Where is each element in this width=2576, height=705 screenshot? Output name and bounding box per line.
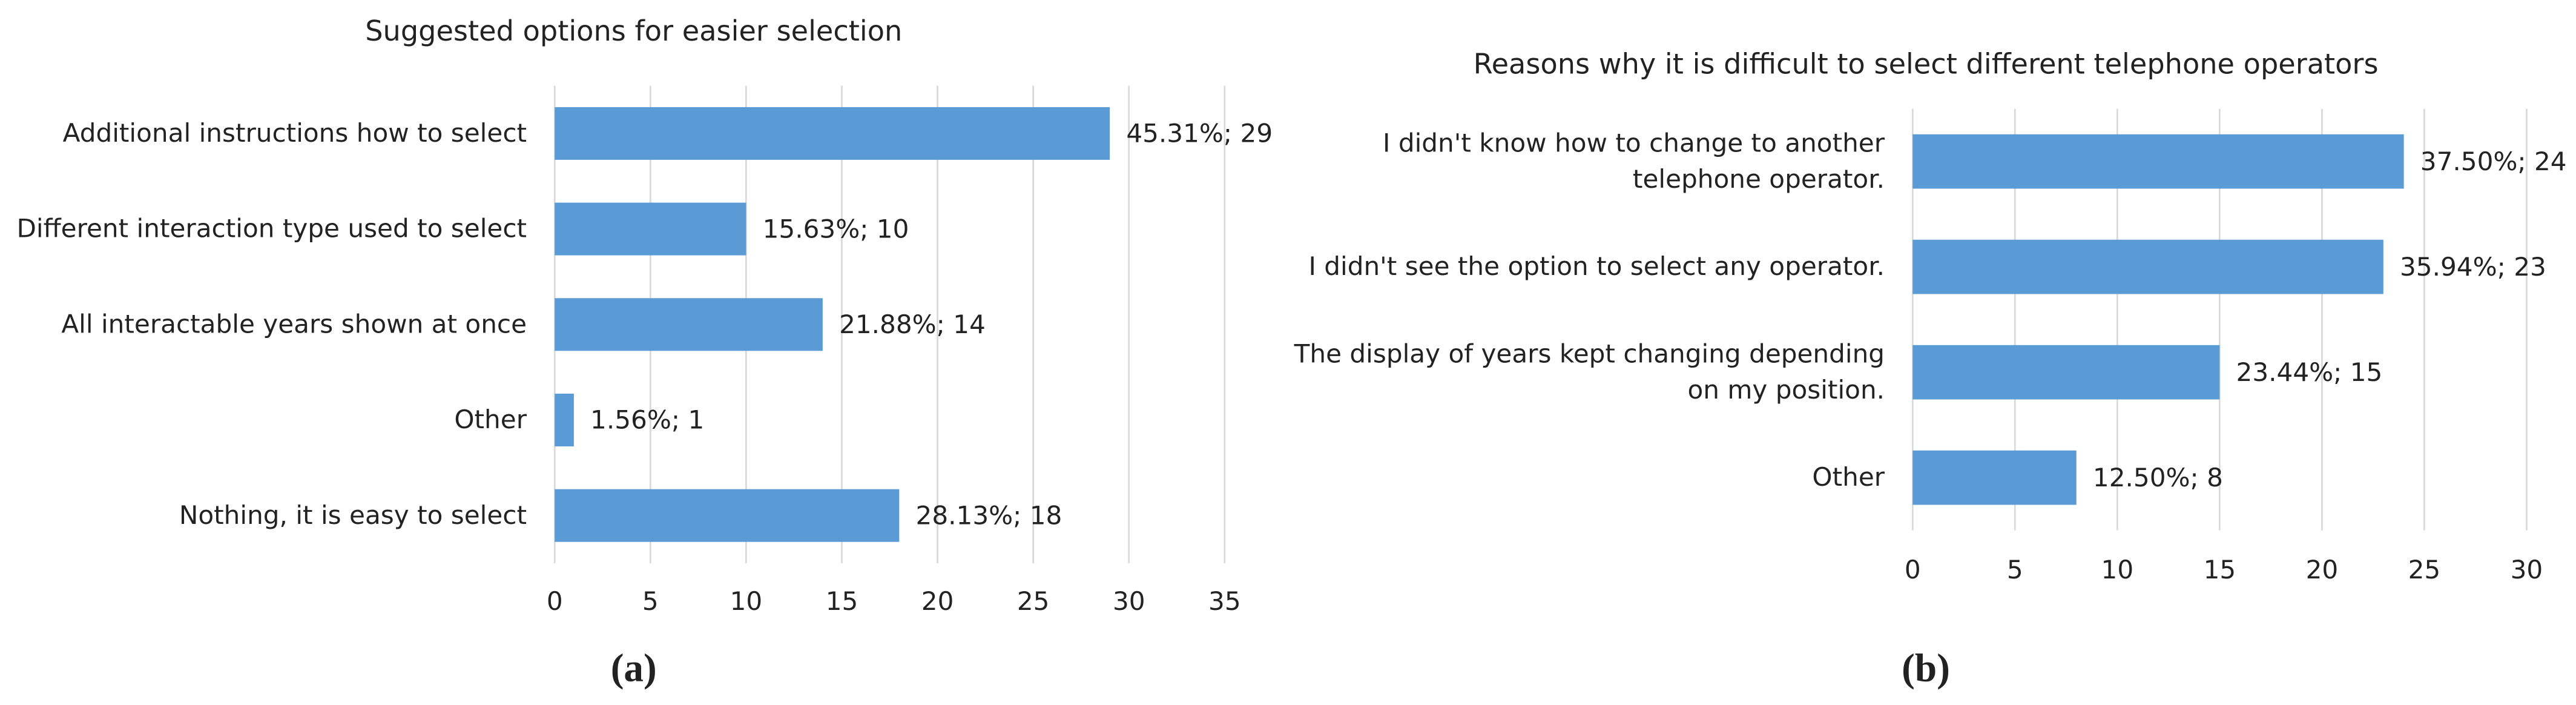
bar — [1912, 345, 2220, 400]
x-tick-label: 15 — [826, 586, 858, 616]
x-tick-label: 35 — [1208, 586, 1241, 616]
y-tick-label: Nothing, it is easy to select — [179, 500, 527, 531]
bar — [555, 202, 746, 256]
category-label-box: Additional instructions how to select — [62, 118, 527, 148]
value-label: 12.50%; 8 — [2093, 463, 2223, 492]
category-label-box: All interactable years shown at once — [61, 309, 527, 340]
value-label: 1.56%; 1 — [590, 405, 704, 435]
x-tick-label: 0 — [1905, 555, 1921, 584]
category-label-box: Different interaction type used to selec… — [16, 214, 527, 244]
value-label: 15.63%; 10 — [763, 214, 909, 243]
category-label-box: Other — [1812, 463, 1885, 493]
category-label-box: The display of years kept changing depen… — [1294, 339, 1885, 406]
bar — [555, 107, 1110, 160]
bar — [1912, 134, 2404, 189]
bar — [555, 298, 823, 351]
category-label-box: Other — [454, 405, 527, 435]
x-tick-label: 10 — [730, 586, 763, 616]
x-tick-label: 30 — [1113, 586, 1145, 616]
category-label-box: I didn't know how to change to another t… — [1383, 128, 1885, 194]
y-tick-label: I didn't know how to change to another t… — [1383, 128, 1885, 194]
x-tick-label: 15 — [2204, 555, 2236, 584]
value-label: 35.94%; 23 — [2400, 252, 2546, 282]
bar — [1912, 239, 2383, 294]
caption: (b) — [1902, 646, 1950, 690]
chart-title: Reasons why it is difficult to select di… — [1474, 47, 2379, 80]
value-label: 28.13%; 18 — [916, 500, 1062, 530]
y-tick-label: All interactable years shown at once — [61, 309, 527, 340]
y-tick-label: Different interaction type used to selec… — [16, 214, 527, 244]
caption: (a) — [611, 646, 657, 690]
x-tick-label: 25 — [2408, 555, 2441, 584]
x-tick-label: 5 — [642, 586, 659, 616]
x-tick-label: 5 — [2007, 555, 2023, 584]
x-tick-label: 10 — [2101, 555, 2134, 584]
value-label: 21.88%; 14 — [839, 309, 986, 339]
x-tick-label: 30 — [2511, 555, 2543, 584]
x-tick-label: 20 — [921, 586, 954, 616]
bar — [555, 393, 574, 446]
value-label: 45.31%; 29 — [1126, 119, 1273, 148]
value-label: 23.44%; 15 — [2236, 357, 2383, 387]
y-tick-label: Other — [1812, 463, 1885, 493]
y-tick-label: Additional instructions how to select — [62, 118, 527, 148]
y-tick-label: I didn't see the option to select any op… — [1308, 252, 1885, 282]
x-tick-label: 20 — [2306, 555, 2339, 584]
bar — [1912, 450, 2077, 505]
y-tick-label: Other — [454, 405, 527, 435]
bar — [555, 489, 900, 542]
chart-title: Suggested options for easier selection — [365, 15, 902, 47]
value-label: 37.50%; 24 — [2420, 147, 2567, 176]
category-label-box: Nothing, it is easy to select — [179, 500, 527, 531]
x-tick-label: 25 — [1017, 586, 1050, 616]
y-tick-label: The display of years kept changing depen… — [1294, 339, 1885, 406]
x-tick-label: 0 — [547, 586, 563, 616]
category-label-box: I didn't see the option to select any op… — [1308, 252, 1885, 282]
